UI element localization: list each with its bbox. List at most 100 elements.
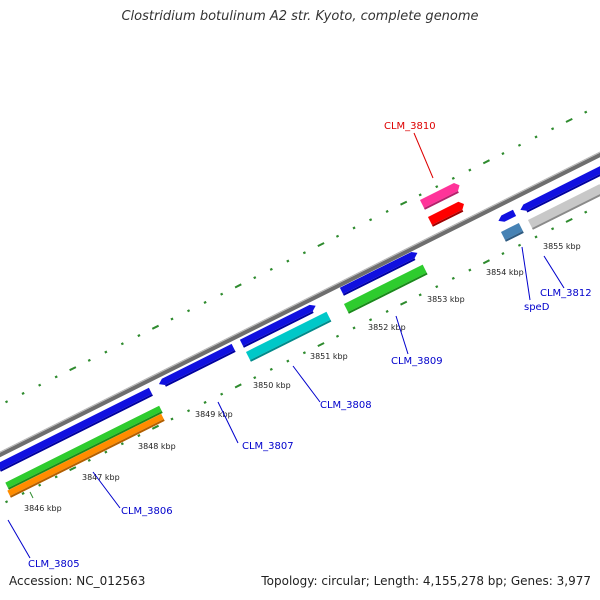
gene-arrow-blue [0,387,153,470]
tick-marks [4,110,588,504]
gene-label-sped: speD [524,302,550,313]
major-tick [69,366,77,372]
gene-arrow-shadow [243,311,314,348]
minor-tick [369,218,373,222]
minor-tick [4,400,9,404]
accession-text: Accession: NC_012563 [9,574,146,588]
minor-tick [203,400,207,404]
minor-tick [551,227,555,231]
gene-arrow-blue [158,343,235,385]
scale-label: 3851 kbp [310,352,348,361]
minor-tick [203,300,207,304]
gene-label-clm3808: CLM_3808 [320,400,372,411]
gene-labels: CLM_3805 CLM_3806 CLM_3807 CLM_3808 CLM_… [28,121,592,570]
label-leaders [7,132,565,559]
minor-tick [335,334,340,338]
minor-tick [418,293,422,297]
minor-tick [352,326,356,330]
scale-label: 3849 kbp [195,410,233,419]
minor-tick [38,483,42,487]
major-tick [69,466,77,472]
minor-tick [21,491,25,495]
gene-arrow-shadow [165,350,236,387]
scale-label: 3854 kbp [486,268,524,277]
gene-arrow-shadow [526,168,600,213]
minor-tick [4,500,9,504]
scale-label: 3853 kbp [427,295,465,304]
minor-tick [517,243,522,247]
minor-tick [220,292,224,296]
major-tick [400,300,408,306]
map-title: Clostridium botulinum A2 str. Kyoto, com… [121,9,479,24]
minor-tick [186,309,191,313]
minor-tick [451,276,455,280]
minor-tick [468,268,472,272]
minor-tick [104,350,108,354]
major-tick [565,118,573,123]
minor-tick [468,168,472,172]
minor-tick [352,226,356,230]
minor-tick [170,317,174,321]
minor-tick [170,417,174,421]
minor-tick [451,176,455,180]
major-tick [151,324,160,330]
minor-tick [21,391,25,395]
gene-bar-shadow [504,231,524,242]
gene-bar-orange [7,413,164,496]
major-tick [565,218,573,223]
gene-arrow-blue [520,162,600,211]
major-tick [234,383,242,389]
gene-label-clm3807: CLM_3807 [242,441,294,452]
minor-tick [534,235,538,239]
minor-tick [302,351,306,355]
gene-label-clm3809: CLM_3809 [391,356,443,367]
minor-tick [253,376,257,380]
minor-tick [137,334,141,338]
minor-tick [551,127,555,131]
gene-bar-shadow [348,272,428,314]
gene-bar-shadow [10,419,165,498]
minor-tick [87,458,91,462]
minor-tick [534,135,538,139]
minor-tick [302,251,306,255]
minor-tick [335,234,340,238]
major-tick [151,424,160,430]
gene-label-clm3812: CLM_3812 [540,288,592,299]
scale-label: 3846 kbp [24,504,62,513]
gene-label-clm3805: CLM_3805 [28,559,80,570]
minor-tick [584,210,588,214]
major-tick [482,259,490,265]
minor-tick [87,358,91,362]
gene-arrow-blue [339,251,418,294]
gene-arrow-blue [239,304,316,346]
scale-label: 3848 kbp [138,442,176,451]
scale-labels: 3846 kbp 3847 kbp 3848 kbp 3849 kbp 3850… [24,242,581,513]
major-tick [400,200,408,206]
minor-tick [269,367,273,371]
minor-tick [137,434,141,438]
gene-bar-green [343,264,427,312]
minor-tick [501,152,505,156]
minor-tick [385,209,389,213]
minor-tick [286,359,290,363]
gene-arrow-shadow [432,209,464,227]
minor-tick [120,442,124,446]
minor-tick [385,309,389,313]
gene-bar-shadow [8,411,163,490]
minor-tick [435,285,439,289]
genome-backbone [0,151,600,458]
scale-label: 3852 kbp [368,323,406,332]
gene-bar-steelblue [500,223,523,240]
minor-tick [584,110,588,114]
major-tick [317,242,325,247]
major-tick [234,283,242,289]
major-tick [482,159,490,165]
gene-arrow-shadow [424,191,459,210]
scale-label: 3850 kbp [253,381,291,390]
gene-arrow-blue [498,209,517,222]
gene-bar-cyan [245,311,331,360]
scale-label: 3847 kbp [82,473,120,482]
minor-tick [220,392,224,396]
